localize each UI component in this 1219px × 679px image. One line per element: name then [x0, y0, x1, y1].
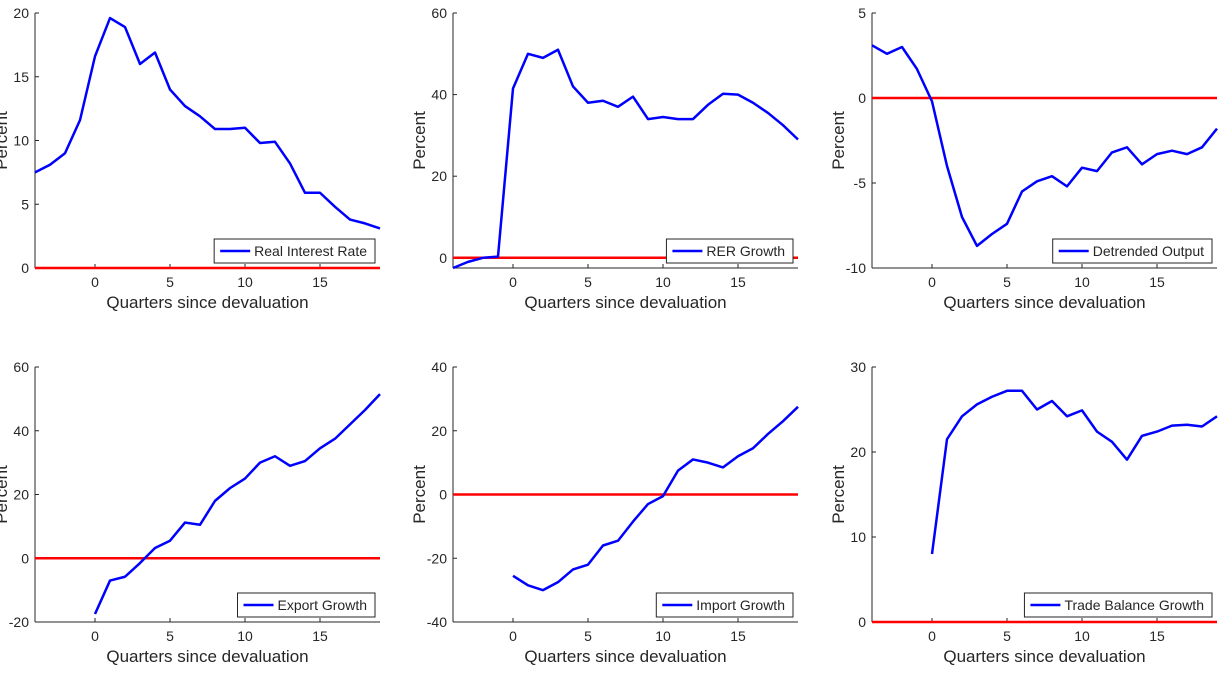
y-tick-label: -20	[9, 614, 29, 630]
x-tick-label: 15	[730, 274, 746, 290]
legend: Trade Balance Growth	[1023, 592, 1213, 618]
x-tick-label: 10	[1074, 628, 1090, 644]
x-tick-label: 15	[1149, 628, 1165, 644]
y-axis-label: Percent	[829, 111, 848, 170]
y-tick-label: 5	[21, 196, 29, 212]
data-line	[452, 48, 799, 270]
data-line	[930, 389, 1218, 555]
y-tick-label: -5	[854, 175, 867, 191]
x-tick-label: 10	[237, 628, 253, 644]
x-tick-label: 0	[91, 628, 99, 644]
x-tick-label: 5	[584, 628, 592, 644]
legend: Detrended Output	[1052, 238, 1213, 264]
legend: Import Growth	[655, 592, 794, 618]
y-axis-label: Percent	[0, 465, 11, 524]
x-axis-label: Quarters since devaluation	[943, 647, 1145, 666]
y-tick-label: 20	[13, 5, 29, 21]
legend: Real Interest Rate	[213, 238, 376, 264]
x-tick-label: 10	[1074, 274, 1090, 290]
x-tick-label: 0	[928, 274, 936, 290]
x-axis-label: Quarters since devaluation	[943, 293, 1145, 312]
x-tick-label: 0	[509, 628, 517, 644]
x-tick-label: 0	[928, 628, 936, 644]
y-tick-label: 15	[13, 69, 29, 85]
x-tick-label: 15	[730, 628, 746, 644]
x-tick-label: 10	[237, 274, 253, 290]
data-line	[871, 44, 1218, 248]
legend-label: Real Interest Rate	[254, 243, 367, 259]
y-tick-label: 0	[439, 250, 447, 266]
x-tick-label: 10	[655, 628, 671, 644]
y-tick-label: -10	[846, 260, 866, 276]
x-tick-label: 0	[91, 274, 99, 290]
legend: Export Growth	[237, 592, 376, 618]
y-tick-label: 30	[850, 359, 866, 375]
y-tick-label: 40	[431, 87, 447, 103]
y-tick-label: 10	[850, 529, 866, 545]
legend-label: Detrended Output	[1093, 243, 1204, 259]
x-tick-label: 5	[166, 274, 174, 290]
y-tick-label: 20	[431, 423, 447, 439]
y-tick-label: 0	[858, 614, 866, 630]
y-tick-label: -20	[427, 550, 447, 566]
y-tick-label: 60	[13, 359, 29, 375]
y-tick-label: -40	[427, 614, 447, 630]
x-tick-label: 15	[312, 628, 328, 644]
y-tick-label: 40	[13, 423, 29, 439]
y-tick-label: 20	[850, 444, 866, 460]
x-axis-label: Quarters since devaluation	[524, 293, 726, 312]
x-axis-label: Quarters since devaluation	[524, 647, 726, 666]
y-tick-label: 0	[858, 90, 866, 106]
data-line	[34, 16, 381, 230]
legend-label: Export Growth	[278, 597, 367, 613]
y-tick-label: 10	[13, 133, 29, 149]
legend-label: Trade Balance Growth	[1064, 597, 1204, 613]
y-axis-label: Percent	[410, 111, 429, 170]
x-axis-label: Quarters since devaluation	[106, 647, 308, 666]
y-tick-label: 60	[431, 5, 447, 21]
data-line	[512, 405, 799, 592]
x-tick-label: 0	[509, 274, 517, 290]
y-tick-label: 0	[21, 260, 29, 276]
y-tick-label: 20	[431, 168, 447, 184]
legend-label: Import Growth	[696, 597, 785, 613]
y-tick-label: 5	[858, 5, 866, 21]
x-tick-label: 5	[1003, 628, 1011, 644]
y-axis-label: Percent	[0, 111, 11, 170]
y-tick-label: 40	[431, 359, 447, 375]
legend: RER Growth	[665, 238, 794, 264]
x-tick-label: 5	[1003, 274, 1011, 290]
y-axis-label: Percent	[829, 465, 848, 524]
y-axis-label: Percent	[410, 465, 429, 524]
y-tick-label: 0	[21, 550, 29, 566]
legend-label: RER Growth	[706, 243, 785, 259]
x-tick-label: 5	[166, 628, 174, 644]
x-tick-label: 15	[312, 274, 328, 290]
x-tick-label: 5	[584, 274, 592, 290]
data-line	[93, 393, 381, 615]
y-tick-label: 0	[439, 487, 447, 503]
x-axis-label: Quarters since devaluation	[106, 293, 308, 312]
y-tick-label: 20	[13, 487, 29, 503]
x-tick-label: 15	[1149, 274, 1165, 290]
x-tick-label: 10	[655, 274, 671, 290]
